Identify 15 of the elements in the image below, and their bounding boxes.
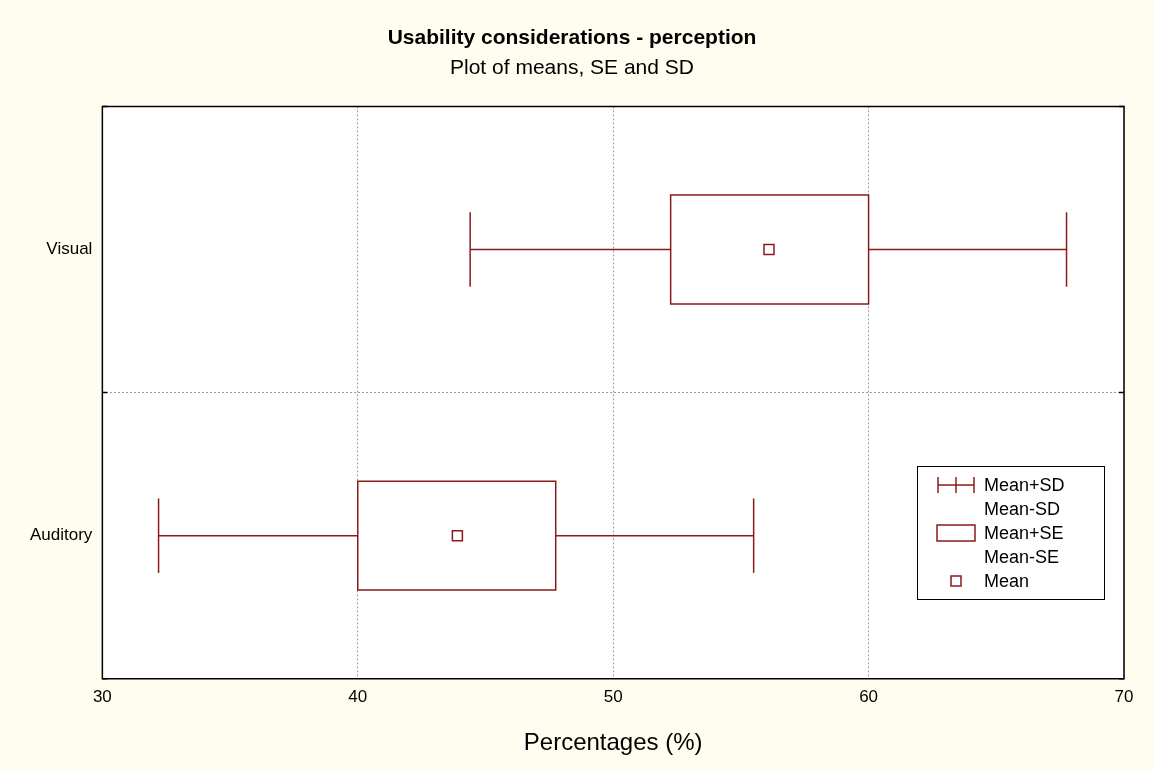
annotation: Mean+SD	[984, 474, 1065, 496]
y-tick-label: Auditory	[29, 525, 93, 545]
y-tick-label: Visual	[46, 239, 93, 259]
annotation: Mean	[984, 570, 1030, 592]
x-tick-label: 40	[348, 686, 368, 706]
x-tick-label: 70	[1114, 686, 1134, 706]
x-tick-label: 30	[92, 686, 112, 706]
annotation: Mean-SE	[984, 546, 1060, 568]
annotation: Mean-SD	[984, 498, 1061, 520]
annotation: Mean+SE	[984, 522, 1064, 544]
x-axis-title: Percentages (%)	[523, 728, 703, 756]
x-tick-label: 50	[603, 686, 623, 706]
x-tick-label: 60	[859, 686, 879, 706]
chart-title: Usability considerations - perception	[387, 25, 757, 49]
chart-subtitle: Plot of means, SE and SD	[450, 54, 694, 78]
